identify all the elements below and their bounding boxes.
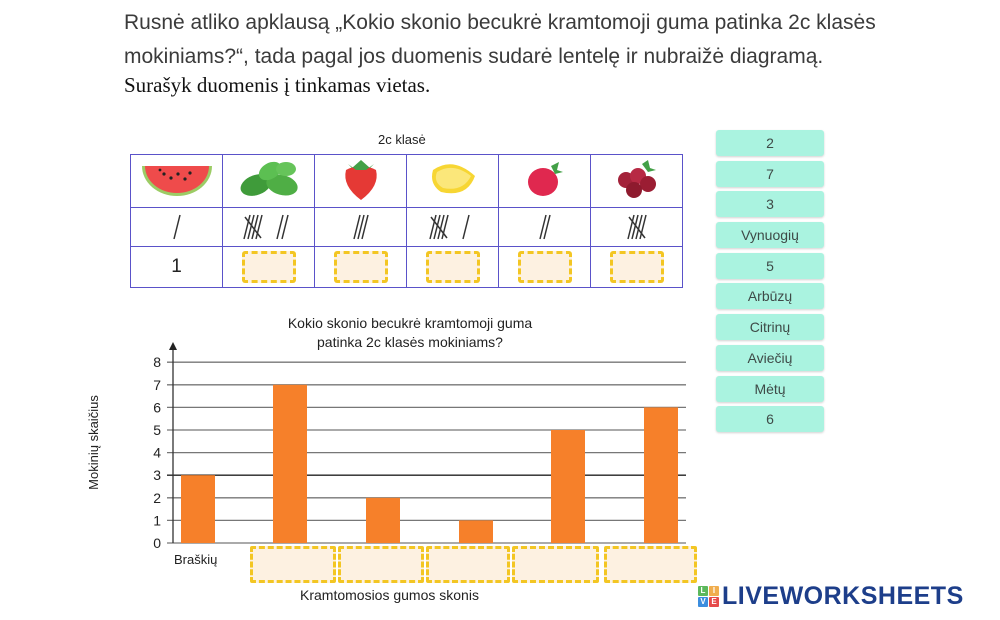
tally-table: 1 bbox=[130, 154, 683, 288]
fruit-cell bbox=[314, 154, 407, 208]
category-drop-zone[interactable] bbox=[426, 546, 510, 583]
instruction-text: Surašyk duomenis į tinkamas vietas. bbox=[124, 73, 431, 97]
count-drop-zone[interactable] bbox=[241, 251, 296, 283]
tally-marks-5 bbox=[626, 214, 647, 240]
tally-cell bbox=[130, 207, 223, 247]
count-drop-zone[interactable] bbox=[609, 251, 664, 283]
lemon-icon bbox=[431, 163, 475, 193]
chart-title: Kokio skonio becukrė kramtomoji guma pat… bbox=[230, 314, 590, 352]
tally-marks-6 bbox=[428, 214, 470, 240]
category-drop-zone[interactable] bbox=[250, 546, 336, 583]
category-drop-zone[interactable] bbox=[512, 546, 599, 583]
fruit-cell bbox=[498, 154, 591, 208]
count-row: 1 bbox=[130, 246, 683, 288]
tally-cell bbox=[498, 207, 591, 247]
count-cell bbox=[590, 246, 683, 288]
x-category-label: Braškių bbox=[174, 552, 218, 567]
logo-mark-icon: L I V E bbox=[698, 586, 719, 607]
fruit-cell bbox=[406, 154, 499, 208]
y-tick-label: 4 bbox=[153, 445, 161, 461]
y-tick-label: 0 bbox=[153, 535, 161, 551]
count-cell bbox=[314, 246, 407, 288]
raspberry-icon bbox=[527, 161, 563, 196]
count-cell bbox=[222, 246, 315, 288]
strawberry-icon bbox=[344, 159, 377, 200]
category-drop-zone[interactable] bbox=[338, 546, 424, 583]
count-cell bbox=[498, 246, 591, 288]
bar bbox=[181, 475, 215, 543]
word-chip[interactable]: Mėtų bbox=[716, 375, 824, 402]
mint-icon bbox=[240, 161, 298, 196]
chart-title-line2: patinka 2c klasės mokiniams? bbox=[317, 334, 503, 350]
tally-cell bbox=[222, 207, 315, 247]
count-cell bbox=[406, 246, 499, 288]
count-drop-zone[interactable] bbox=[517, 251, 572, 283]
y-tick-label: 1 bbox=[153, 512, 161, 528]
y-axis-label: Mokinių skaičius bbox=[85, 395, 101, 490]
fruit-cell bbox=[590, 154, 683, 208]
bar bbox=[459, 520, 493, 543]
word-chip[interactable]: Vynuogių bbox=[716, 222, 824, 249]
tally-marks-2 bbox=[538, 214, 551, 240]
word-chip[interactable]: Arbūzų bbox=[716, 283, 824, 310]
liveworksheets-logo: L I V E LIVEWORKSHEETS bbox=[698, 582, 964, 611]
tally-marks-3 bbox=[352, 214, 369, 240]
tally-marks-7 bbox=[242, 214, 289, 240]
y-tick-label: 7 bbox=[153, 377, 161, 393]
bar bbox=[273, 384, 307, 543]
fruit-row bbox=[130, 154, 683, 208]
word-chip[interactable]: 7 bbox=[716, 160, 824, 187]
word-chip[interactable]: Citrinų bbox=[716, 314, 824, 341]
chart-title-line1: Kokio skonio becukrė kramtomoji guma bbox=[287, 315, 533, 331]
y-tick-label: 8 bbox=[153, 354, 161, 370]
logo-text: LIVEWORKSHEETS bbox=[722, 582, 964, 610]
bar-chart: 0 1 2 3 4 5 6 7 8 bbox=[153, 342, 686, 551]
y-axis-arrow-icon bbox=[169, 342, 177, 350]
tally-cell bbox=[406, 207, 499, 247]
y-tick-label: 3 bbox=[153, 467, 161, 483]
tally-cell bbox=[590, 207, 683, 247]
fruit-cell bbox=[130, 154, 223, 208]
category-drop-zone[interactable] bbox=[604, 546, 697, 583]
y-tick-label: 2 bbox=[153, 490, 161, 506]
y-tick-label: 6 bbox=[153, 399, 161, 415]
watermelon-icon bbox=[141, 165, 212, 196]
bar bbox=[644, 407, 678, 543]
table-title: 2c klasė bbox=[378, 132, 426, 147]
word-chip[interactable]: 2 bbox=[716, 130, 824, 156]
count-drop-zone[interactable] bbox=[425, 251, 480, 283]
y-tick-label: 5 bbox=[153, 422, 161, 438]
bar bbox=[551, 430, 585, 543]
count-cell: 1 bbox=[130, 246, 223, 288]
tally-row bbox=[130, 207, 683, 247]
word-chip[interactable]: 3 bbox=[716, 191, 824, 218]
fruit-cell bbox=[222, 154, 315, 208]
word-chip[interactable]: 5 bbox=[716, 252, 824, 279]
bar bbox=[366, 497, 400, 543]
intro-text: Rusnė atliko apklausą „Kokio skonio becu… bbox=[124, 11, 876, 68]
x-axis-label: Kramtomosios gumos skonis bbox=[300, 587, 479, 603]
grapes-icon bbox=[617, 159, 656, 198]
word-bank: 2 7 3 Vynuogių 5 Arbūzų Citrinų Aviečių … bbox=[716, 130, 824, 437]
tally-cell bbox=[314, 207, 407, 247]
tally-marks-1 bbox=[172, 214, 181, 240]
word-chip[interactable]: Aviečių bbox=[716, 344, 824, 371]
count-drop-zone[interactable] bbox=[333, 251, 388, 283]
word-chip[interactable]: 6 bbox=[716, 406, 824, 433]
